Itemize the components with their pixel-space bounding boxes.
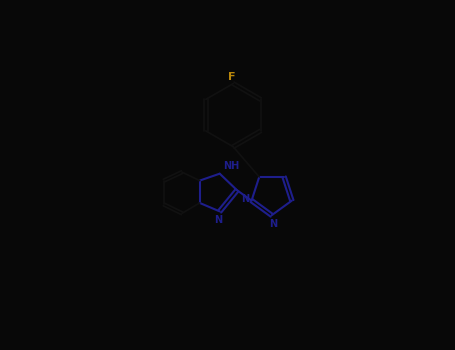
Text: N: N [214, 215, 222, 225]
Text: NH: NH [223, 161, 239, 170]
Text: N: N [241, 195, 249, 204]
Text: N: N [269, 219, 277, 229]
Text: F: F [228, 72, 235, 82]
